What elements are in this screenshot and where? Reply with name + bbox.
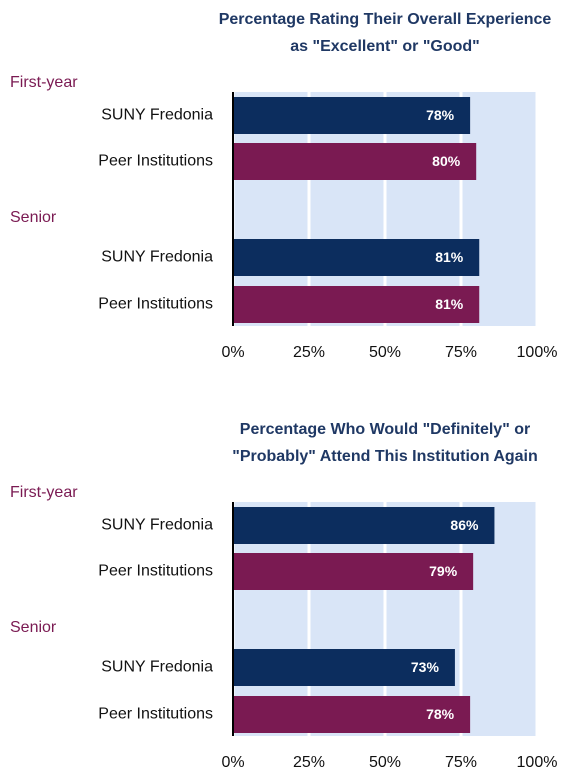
x-tick-label: 0% <box>221 754 244 770</box>
chart-title: "Probably" Attend This Institution Again <box>232 448 538 465</box>
x-tick-label: 0% <box>221 344 244 361</box>
category-label: Peer Institutions <box>98 563 213 580</box>
value-label: 81% <box>435 296 464 312</box>
bar <box>233 507 495 544</box>
group-label: Senior <box>10 619 57 636</box>
bar <box>233 97 471 134</box>
value-label: 73% <box>411 659 440 675</box>
bar <box>233 553 474 590</box>
bar <box>233 649 455 686</box>
value-label: 78% <box>426 706 455 722</box>
x-tick-label: 100% <box>517 344 558 361</box>
value-label: 86% <box>450 517 479 533</box>
bar <box>233 143 477 180</box>
x-tick-label: 50% <box>369 754 401 770</box>
bar <box>233 286 480 323</box>
chart-title: Percentage Who Would "Definitely" or <box>240 421 530 438</box>
x-tick-label: 25% <box>293 754 325 770</box>
x-tick-label: 75% <box>445 344 477 361</box>
group-label: Senior <box>10 209 57 226</box>
category-label: SUNY Fredonia <box>101 517 213 534</box>
chart-title: as "Excellent" or "Good" <box>290 38 480 55</box>
value-label: 80% <box>432 153 461 169</box>
category-label: Peer Institutions <box>98 153 213 170</box>
category-label: Peer Institutions <box>98 296 213 313</box>
category-label: Peer Institutions <box>98 706 213 723</box>
x-tick-label: 100% <box>517 754 558 770</box>
value-label: 81% <box>435 249 464 265</box>
bar <box>233 239 480 276</box>
chart-title: Percentage Rating Their Overall Experien… <box>219 11 552 28</box>
x-tick-label: 25% <box>293 344 325 361</box>
value-label: 79% <box>429 563 458 579</box>
group-label: First-year <box>10 74 78 91</box>
value-label: 78% <box>426 107 455 123</box>
category-label: SUNY Fredonia <box>101 107 213 124</box>
x-tick-label: 50% <box>369 344 401 361</box>
category-label: SUNY Fredonia <box>101 249 213 266</box>
category-label: SUNY Fredonia <box>101 659 213 676</box>
group-label: First-year <box>10 484 78 501</box>
bar <box>233 696 471 733</box>
x-tick-label: 75% <box>445 754 477 770</box>
